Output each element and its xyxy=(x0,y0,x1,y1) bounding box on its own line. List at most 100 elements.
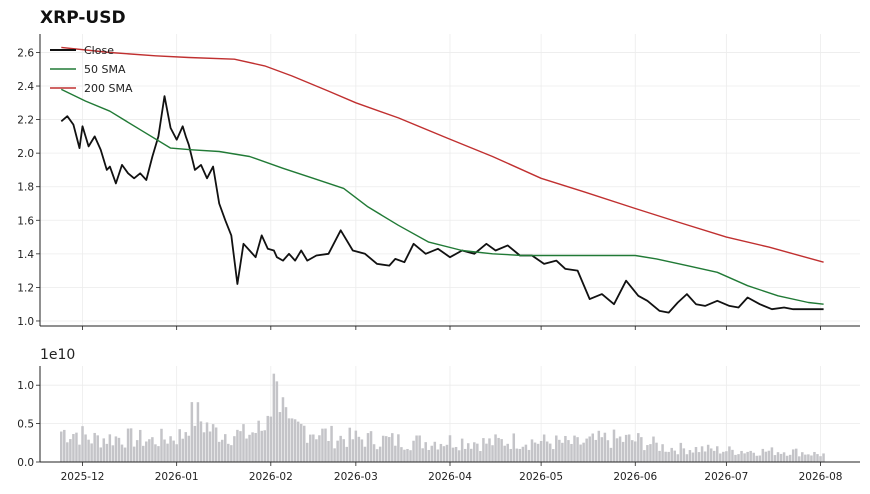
volume-bar xyxy=(722,451,725,462)
price-y-tick-label: 2.4 xyxy=(17,81,34,93)
volume-bar xyxy=(196,402,200,462)
price-y-tick-label: 1.6 xyxy=(17,215,34,227)
volume-bar xyxy=(160,428,163,462)
volume-bar xyxy=(205,422,209,462)
volume-bar xyxy=(394,445,397,462)
volume-offset-label: 1e10 xyxy=(40,347,75,363)
volume-bar xyxy=(755,455,758,462)
volume-bar xyxy=(63,429,66,462)
x-tick-label: 2026-08 xyxy=(799,471,843,483)
volume-bar xyxy=(424,442,427,462)
volume-bar xyxy=(679,442,683,462)
volume-bar xyxy=(512,433,516,462)
volume-bar xyxy=(570,443,573,462)
volume-bar xyxy=(515,448,519,462)
volume-bar xyxy=(345,446,348,462)
volume-bar xyxy=(649,444,652,462)
volume-bar xyxy=(293,419,297,462)
legend: Close 50 SMA 200 SMA xyxy=(50,44,133,95)
volume-bar xyxy=(187,435,191,462)
series-line-close xyxy=(60,95,824,314)
volume-bar xyxy=(357,436,361,462)
volume-bar xyxy=(558,439,561,462)
legend-label-close: Close xyxy=(84,44,114,57)
volume-bar xyxy=(433,441,437,462)
volume-bar xyxy=(794,448,798,462)
volume-bar xyxy=(776,452,780,462)
volume-bar xyxy=(688,450,692,462)
x-tick-label: 2026-06 xyxy=(613,471,657,483)
volume-bar xyxy=(327,441,330,462)
volume-bar xyxy=(758,455,762,462)
volume-bar xyxy=(591,433,594,462)
volume-bar xyxy=(123,447,127,462)
volume-bar xyxy=(132,446,136,462)
volume-bar xyxy=(737,454,740,462)
volume-bar xyxy=(72,434,75,462)
volume-bar xyxy=(539,440,543,462)
volume-bar xyxy=(108,434,112,462)
volume-bar xyxy=(427,449,430,462)
volume-bar xyxy=(476,443,479,462)
volume-bar xyxy=(612,429,616,462)
series-line-50-sma xyxy=(60,88,824,305)
volume-bar xyxy=(175,444,178,462)
volume-bar xyxy=(606,440,610,462)
volume-bars xyxy=(60,373,825,462)
volume-bar xyxy=(257,420,260,462)
volume-bar xyxy=(585,438,588,462)
volume-bar xyxy=(661,444,664,462)
chart-title: XRP-USD xyxy=(40,8,126,28)
volume-bar xyxy=(624,434,628,462)
volume-bar xyxy=(397,434,400,462)
volume-bar xyxy=(697,452,701,462)
volume-bar xyxy=(749,450,752,462)
price-y-tick-label: 1.8 xyxy=(17,182,34,194)
volume-bar xyxy=(618,436,622,462)
volume-bar xyxy=(545,441,549,462)
volume-bar xyxy=(761,448,765,462)
volume-bar xyxy=(248,434,251,462)
volume-bar xyxy=(561,442,564,462)
volume-bar xyxy=(482,438,485,462)
volume-bar xyxy=(245,438,248,462)
volume-bar xyxy=(224,434,227,462)
volume-bar xyxy=(369,431,373,462)
volume-bar xyxy=(485,443,488,462)
volume-bar xyxy=(652,436,655,462)
volume-bar xyxy=(682,448,686,462)
volume-bar xyxy=(685,454,689,462)
volume-bar xyxy=(354,430,358,462)
volume-bar xyxy=(254,432,257,462)
volume-bar xyxy=(694,447,698,462)
volume-bar xyxy=(193,425,197,462)
volume-bar xyxy=(60,431,63,462)
volume-bar xyxy=(284,407,288,462)
volume-bar xyxy=(716,446,719,462)
x-tick-label: 2025-12 xyxy=(61,471,105,483)
volume-bar xyxy=(436,449,440,462)
volume-bar xyxy=(409,450,412,462)
volume-bar xyxy=(700,446,704,462)
volume-bar xyxy=(573,435,576,462)
volume-bar xyxy=(251,432,254,462)
volume-bar xyxy=(643,450,646,462)
volume-bar xyxy=(135,440,139,462)
volume-bar xyxy=(807,454,810,462)
volume-bar xyxy=(664,451,667,462)
volume-bar xyxy=(782,452,786,462)
volume-bar xyxy=(609,447,613,462)
volume-bar xyxy=(564,435,567,462)
volume-bar xyxy=(445,444,449,462)
volume-bar xyxy=(388,437,391,462)
volume-bar xyxy=(691,452,695,462)
legend-label-50-sma: 50 SMA xyxy=(84,63,126,76)
volume-bar xyxy=(172,440,175,462)
volume-bar xyxy=(646,445,649,462)
volume-bar xyxy=(202,432,206,462)
volume-bar xyxy=(506,443,509,462)
volume-bar xyxy=(290,418,294,462)
x-tick-label: 2026-01 xyxy=(155,471,199,483)
volume-bar xyxy=(731,449,734,462)
volume-bar xyxy=(260,430,263,462)
